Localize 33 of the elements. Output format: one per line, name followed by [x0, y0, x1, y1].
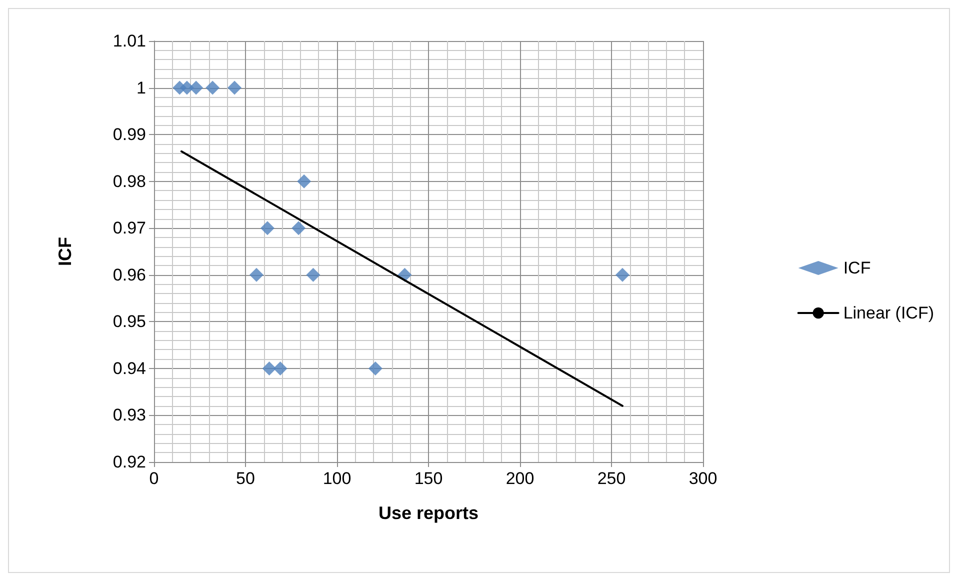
point: [368, 361, 382, 376]
y-tick-label: 0.93: [112, 406, 146, 425]
y-tick-label: 1.01: [112, 32, 146, 50]
y-tick-label: 0.94: [112, 358, 146, 378]
y-axis-title: ICF: [55, 237, 75, 266]
y-tick-label: 0.99: [112, 125, 146, 144]
x-tick-label: 200: [506, 469, 534, 488]
point: [262, 361, 276, 376]
y-tick-label: 0.95: [112, 312, 146, 332]
point: [615, 268, 630, 282]
point: [260, 221, 274, 236]
x-tick-label: 300: [688, 469, 718, 488]
x-axis-title: Use reports: [378, 503, 479, 523]
point: [306, 268, 320, 282]
point: [292, 221, 306, 236]
x-tick-label: 100: [322, 469, 352, 488]
y-tick-label: 1: [136, 78, 146, 98]
x-tick-label: 0: [149, 469, 159, 488]
point: [249, 268, 264, 282]
y-tick-label: 0.97: [112, 218, 146, 238]
y-tick-label: 0.96: [112, 265, 146, 284]
point: [189, 80, 204, 95]
x-tick-label: 250: [597, 469, 626, 488]
x-tick-label: 150: [414, 469, 443, 488]
legend-label: ICF: [843, 258, 871, 278]
point: [297, 174, 312, 188]
x-tick-label: 50: [236, 469, 255, 488]
y-tick-label: 0.98: [112, 172, 146, 191]
point: [228, 80, 242, 95]
point: [273, 361, 288, 376]
y-tick-label: 0.92: [112, 452, 146, 472]
point: [206, 80, 220, 95]
legend-label: Linear (ICF): [843, 304, 934, 322]
